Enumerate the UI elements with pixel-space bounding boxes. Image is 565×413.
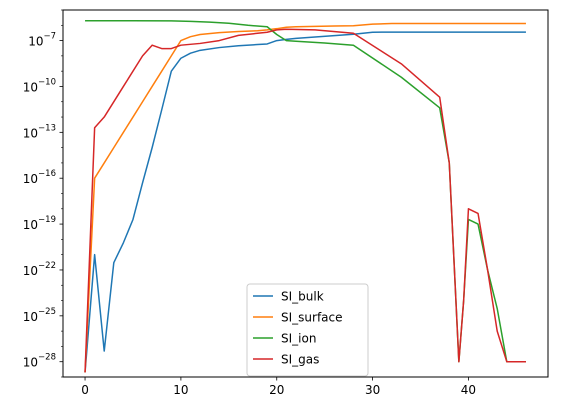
x-tick-label: 30	[365, 383, 380, 397]
legend-label: SI_surface	[281, 311, 343, 325]
x-tick-label: 10	[173, 383, 188, 397]
series-line-si-surface	[84, 22, 526, 373]
y-tick-label: 10−19	[23, 215, 56, 232]
x-tick-label: 40	[461, 383, 476, 397]
y-tick-label: 10−16	[23, 169, 56, 186]
y-tick-label: 10−13	[23, 123, 56, 140]
y-axis: 10−28 10−25 10−22 10−19 10−16 10−13 10−10 10−7	[23, 9, 63, 378]
y-tick-label: 10−7	[28, 32, 56, 49]
series-line-si-gas	[84, 28, 526, 373]
plot-lines	[84, 19, 526, 373]
legend: SI_bulk SI_surface SI_ion SI_gas	[246, 283, 369, 377]
legend-box	[246, 283, 369, 377]
y-tick-label: 10−10	[23, 77, 56, 94]
legend-label: SI_bulk	[281, 290, 324, 304]
legend-label: SI_ion	[281, 332, 316, 346]
series-line-si-ion	[85, 19, 526, 363]
series-line-si-bulk	[84, 31, 526, 373]
legend-label: SI_gas	[281, 353, 319, 367]
y-tick-label: 10−28	[23, 353, 56, 370]
x-axis: 0 10 20 30 40	[81, 377, 476, 397]
y-tick-label: 10−25	[23, 307, 56, 324]
x-tick-label: 20	[269, 383, 284, 397]
x-tick-label: 0	[81, 383, 89, 397]
y-tick-label: 10−22	[23, 261, 56, 278]
